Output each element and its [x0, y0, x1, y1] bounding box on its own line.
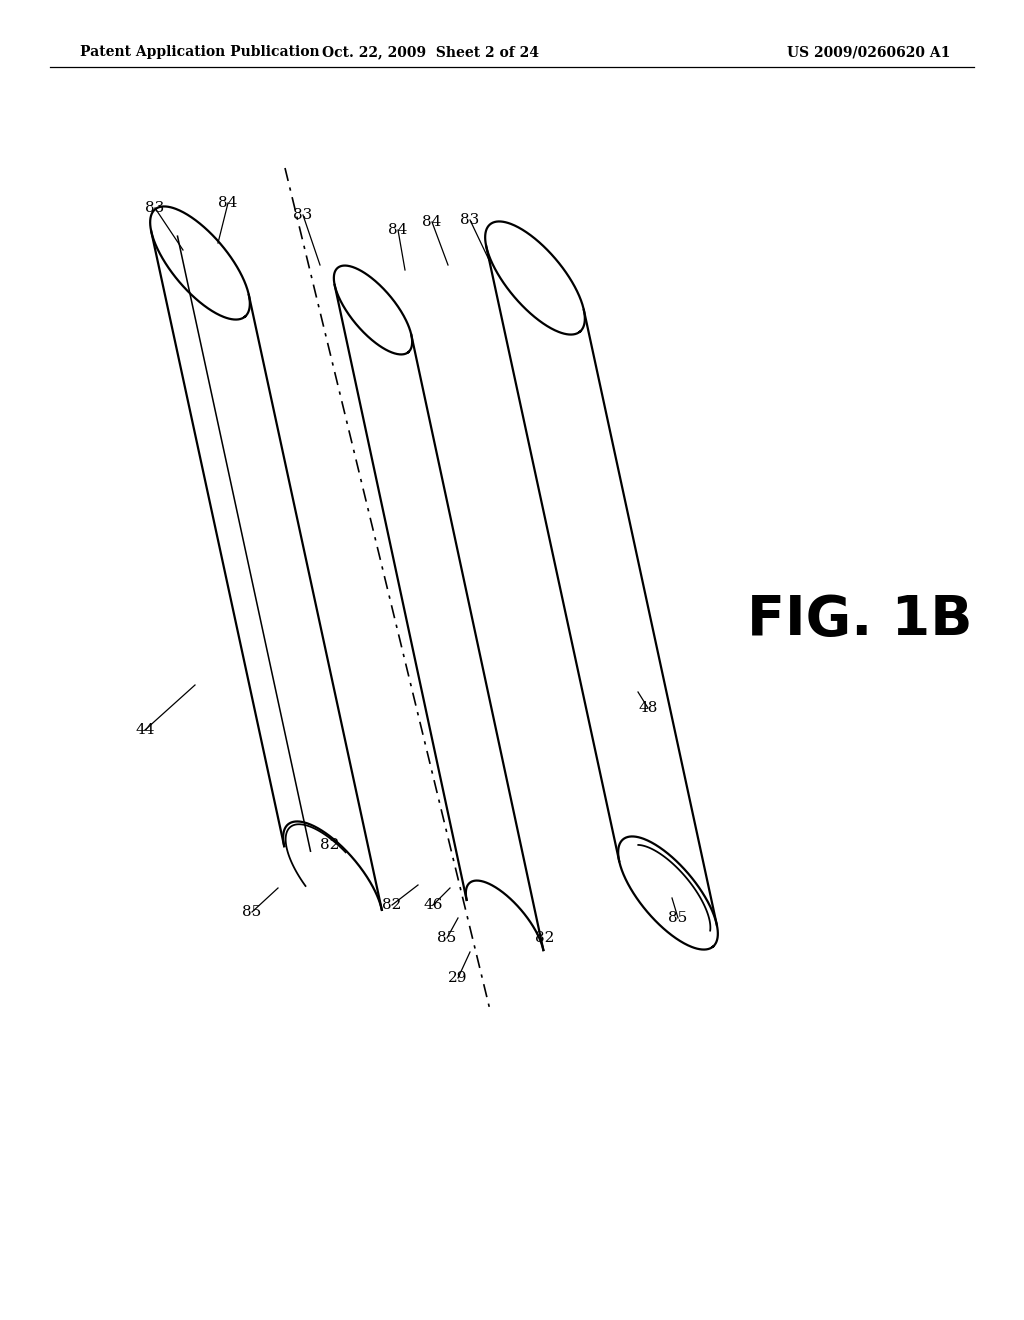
- Text: 82: 82: [536, 931, 555, 945]
- Text: 84: 84: [422, 215, 441, 228]
- Text: 83: 83: [461, 213, 479, 227]
- Text: 85: 85: [669, 911, 688, 925]
- Text: 82: 82: [321, 838, 340, 851]
- Text: US 2009/0260620 A1: US 2009/0260620 A1: [786, 45, 950, 59]
- Text: 85: 85: [243, 906, 261, 919]
- Text: 48: 48: [638, 701, 657, 715]
- Text: 44: 44: [135, 723, 155, 737]
- Text: 83: 83: [293, 209, 312, 222]
- Text: FIG. 1B: FIG. 1B: [748, 593, 973, 647]
- Text: Patent Application Publication: Patent Application Publication: [80, 45, 319, 59]
- Text: 82: 82: [382, 898, 401, 912]
- Text: 84: 84: [388, 223, 408, 238]
- Text: Oct. 22, 2009  Sheet 2 of 24: Oct. 22, 2009 Sheet 2 of 24: [322, 45, 539, 59]
- Text: 83: 83: [145, 201, 165, 215]
- Text: 46: 46: [423, 898, 442, 912]
- Text: 85: 85: [437, 931, 457, 945]
- Text: 29: 29: [449, 972, 468, 985]
- Text: 84: 84: [218, 195, 238, 210]
